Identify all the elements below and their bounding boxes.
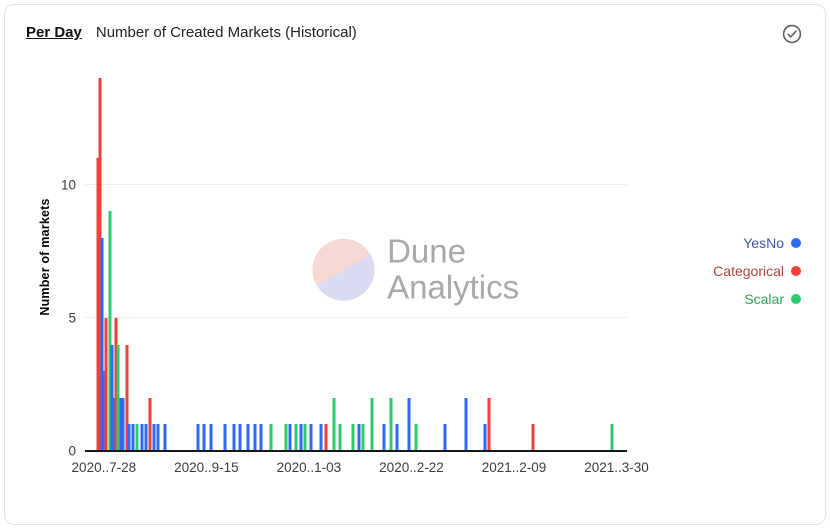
bar-yesno (100, 238, 104, 451)
x-axis-line (85, 450, 627, 452)
bar-yesno (140, 424, 143, 451)
x-tick-label: 2021..3-30 (584, 460, 649, 475)
bar-yesno (259, 424, 263, 451)
bar-yesno (144, 424, 148, 451)
bar-yesno (299, 424, 303, 451)
bar-yesno (407, 397, 411, 451)
bar-scalar (108, 211, 112, 451)
bar-yesno (102, 371, 106, 451)
bar-scalar (338, 424, 342, 451)
bar-categorical (324, 424, 328, 451)
x-tick-label: 2020..9-15 (174, 460, 239, 475)
legend: YesNo Categorical Scalar (713, 235, 801, 307)
legend-label: Categorical (713, 263, 784, 279)
legend-marker-dot (791, 238, 801, 248)
bar-yesno (319, 424, 323, 451)
bar-scalar (361, 424, 365, 451)
bar-categorical (98, 78, 102, 451)
bar-scalar (414, 424, 418, 451)
legend-marker-dot (791, 266, 801, 276)
bar-yesno (443, 424, 447, 451)
y-tick-label: 0 (68, 443, 76, 459)
y-tick-label: 5 (68, 310, 76, 326)
period-selector[interactable]: Per Day (26, 24, 82, 41)
bar-scalar (610, 424, 614, 451)
x-tick-label: 2020..1-03 (276, 460, 342, 475)
bar-categorical (104, 317, 108, 451)
bar-yesno (196, 424, 200, 451)
bar-yesno (253, 424, 256, 451)
bar-categorical (114, 317, 118, 451)
dune-watermark-text: Dune Analytics (387, 232, 520, 306)
bar-yesno (209, 424, 213, 451)
bar-yesno (232, 424, 236, 451)
bar-yesno (131, 424, 135, 451)
legend-item-scalar[interactable]: Scalar (744, 291, 801, 307)
bar-categorical (487, 397, 491, 451)
bar-yesno (110, 344, 114, 451)
bar-yesno (119, 397, 123, 451)
legend-label: Scalar (744, 291, 784, 307)
gridline (85, 316, 627, 318)
bar-yesno (127, 424, 131, 451)
check-circle-icon[interactable] (782, 24, 802, 44)
bar-yesno (357, 424, 361, 451)
bar-yesno (121, 397, 125, 451)
bar-yesno (382, 424, 386, 451)
x-tick-label: 2021..2-09 (481, 460, 547, 475)
bar-yesno (288, 424, 292, 451)
bar-categorical (148, 397, 152, 451)
chart-card: Per Day Number of Created Markets (Histor… (4, 4, 826, 525)
y-axis-title: Number of markets (38, 198, 52, 316)
bar-categorical (96, 158, 100, 451)
bar-scalar (269, 424, 273, 451)
bar-categorical (125, 344, 129, 451)
bar-yesno (156, 424, 160, 451)
legend-label: YesNo (743, 235, 784, 251)
bar-categorical (531, 424, 535, 451)
bar-scalar (284, 424, 288, 451)
bar-yesno (309, 424, 313, 451)
bar-scalar (135, 424, 139, 451)
bar-scalar (116, 344, 120, 451)
watermark-line2: Analytics (387, 268, 520, 306)
bar-yesno (223, 424, 227, 451)
dune-watermark: Dune Analytics (312, 232, 520, 306)
bar-yesno (246, 424, 250, 451)
gridline (85, 183, 627, 185)
x-tick-label: 2020..7-28 (71, 460, 137, 475)
y-tick-label: 10 (60, 177, 76, 193)
x-tick-label: 2020..2-22 (379, 460, 444, 475)
chart-title: Number of Created Markets (Historical) (95, 24, 357, 41)
plot-area: Dune Analytics 0 5 10 2020..7-28 2020..9-15 2… (61, 65, 649, 475)
bar-yesno (202, 424, 206, 451)
dune-logo-icon (312, 238, 375, 301)
bar-yesno (395, 424, 399, 451)
legend-marker-dot (791, 294, 801, 304)
bar-scalar (351, 424, 355, 451)
legend-item-categorical[interactable]: Categorical (713, 263, 801, 279)
bar-scalar (389, 397, 393, 451)
bar-yesno (163, 424, 167, 451)
bar-scalar (332, 397, 336, 451)
watermark-line1: Dune (387, 232, 466, 270)
bar-yesno (483, 424, 487, 451)
chart-header: Per Day Number of Created Markets (Histor… (26, 24, 357, 41)
bar-scalar (303, 424, 307, 451)
bar-yesno (238, 424, 242, 451)
bar-yesno (464, 397, 468, 451)
bar-scalar (370, 397, 374, 451)
bar-yesno (152, 424, 156, 451)
bar-yesno (112, 397, 116, 451)
legend-item-yesno[interactable]: YesNo (743, 235, 801, 251)
bar-scalar (294, 424, 298, 451)
